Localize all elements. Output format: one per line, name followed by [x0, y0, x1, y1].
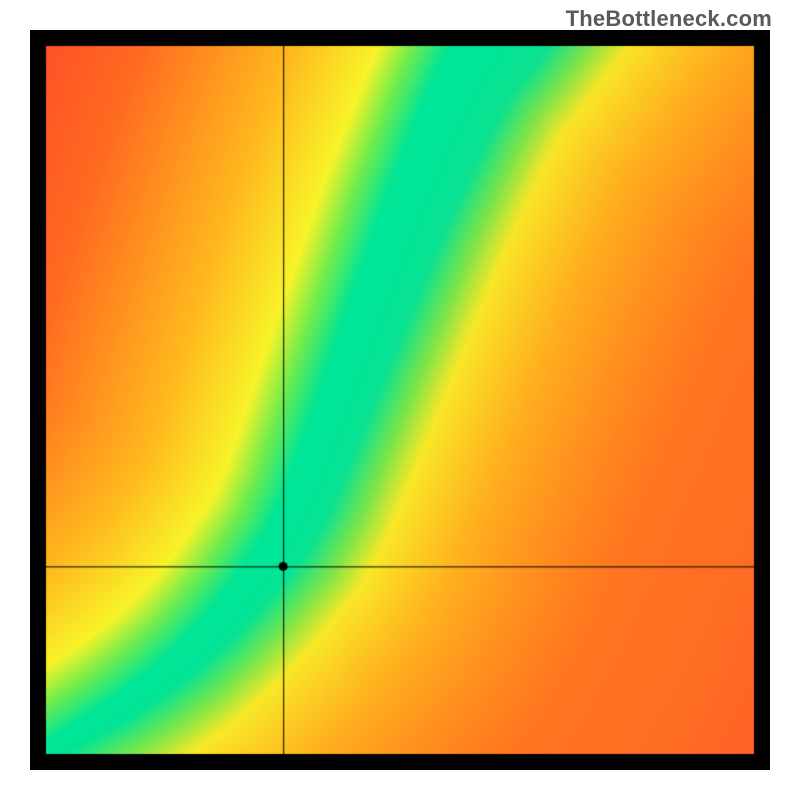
watermark-text: TheBottleneck.com [566, 6, 772, 32]
heatmap-canvas [30, 30, 770, 770]
